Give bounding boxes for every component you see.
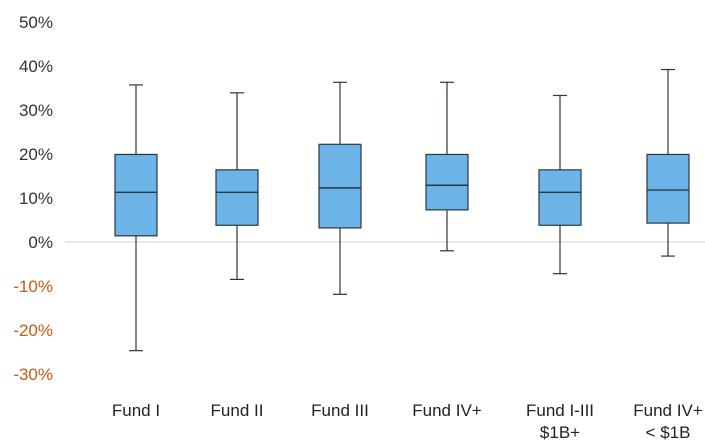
y-tick-label: 40%	[19, 57, 53, 76]
box-3	[318, 81, 362, 295]
y-tick-label: -30%	[13, 365, 53, 384]
box-2	[215, 92, 259, 280]
box-1	[114, 84, 158, 352]
category-label: $1B+	[540, 423, 580, 442]
category-label: Fund I-III	[526, 401, 594, 420]
category-label: Fund I	[112, 401, 160, 420]
iqr-box	[318, 143, 362, 229]
iqr-box	[425, 153, 469, 211]
y-tick-label: 30%	[19, 101, 53, 120]
boxes-layer	[114, 68, 690, 352]
category-label: < $1B	[646, 423, 691, 442]
category-label: Fund IV+	[633, 401, 703, 420]
iqr-box	[538, 169, 582, 226]
y-tick-label: 50%	[19, 13, 53, 32]
y-tick-label: 10%	[19, 189, 53, 208]
y-tick-label: 0%	[28, 233, 53, 252]
category-label: Fund III	[311, 401, 369, 420]
y-tick-label: 20%	[19, 145, 53, 164]
y-axis-tick-labels: 50% 40% 30% 20% 10% 0% -10% -20% -30%	[13, 13, 53, 384]
category-label: Fund IV+	[412, 401, 482, 420]
box-4	[425, 81, 469, 252]
iqr-box	[215, 169, 259, 226]
y-tick-label: -20%	[13, 321, 53, 340]
y-tick-label: -10%	[13, 277, 53, 296]
iqr-box	[646, 153, 690, 224]
x-axis-category-labels: Fund I Fund II Fund III Fund IV+ Fund I-III $…	[112, 401, 703, 442]
box-5	[538, 94, 582, 275]
box-6	[646, 68, 690, 257]
category-label: Fund II	[211, 401, 264, 420]
iqr-box	[114, 153, 158, 237]
